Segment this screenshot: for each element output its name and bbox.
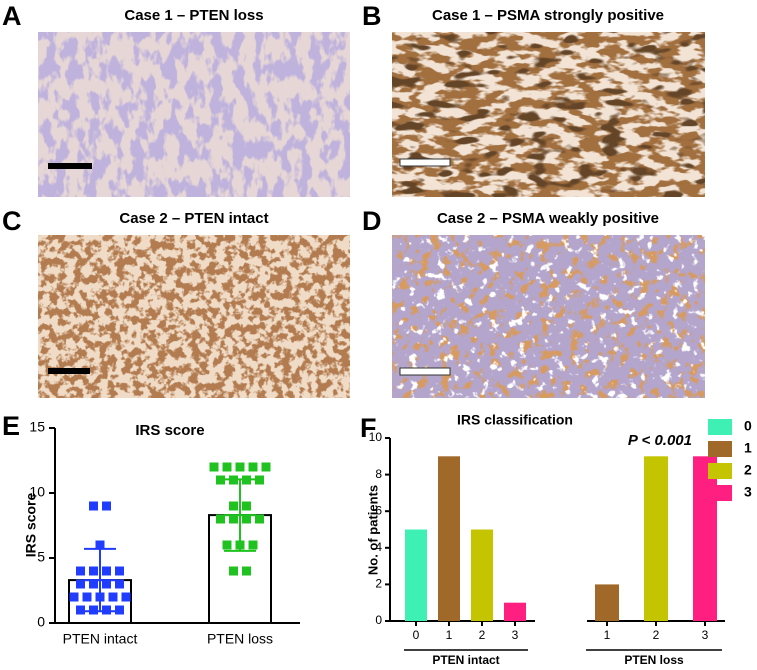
bar <box>504 602 526 621</box>
data-point <box>248 462 258 472</box>
legend-label: 3 <box>744 484 752 500</box>
micrograph-b <box>392 32 705 197</box>
data-point <box>216 514 225 524</box>
data-point <box>108 592 118 602</box>
y-tick-label: 4 <box>375 540 382 554</box>
data-point <box>242 514 251 524</box>
data-point <box>102 566 111 576</box>
annotation: P < 0.001 <box>628 432 692 449</box>
data-point <box>82 592 92 602</box>
legend-swatch <box>708 485 732 501</box>
x-tick-label: 2 <box>479 628 486 642</box>
data-point <box>69 592 79 602</box>
y-tick-label: 15 <box>29 419 45 435</box>
data-point <box>115 579 124 589</box>
legend-swatch <box>708 463 732 479</box>
data-point <box>222 462 232 472</box>
group-label: PTEN intact <box>432 653 499 667</box>
data-point <box>121 592 131 602</box>
data-point <box>209 462 219 472</box>
x-tick-label: 1 <box>446 628 453 642</box>
bar <box>438 456 460 621</box>
panel-label: D <box>362 206 382 236</box>
micrograph-c <box>38 235 350 398</box>
data-point <box>242 475 251 485</box>
y-axis-label: No. of patients <box>365 485 380 575</box>
data-point <box>89 605 98 615</box>
data-point <box>102 501 111 511</box>
y-tick-label: 8 <box>375 467 382 481</box>
chart-title: IRS score <box>135 422 204 439</box>
panel-label: B <box>362 1 382 31</box>
data-point <box>242 501 251 511</box>
panel-title: Case 2 – PTEN intact <box>119 210 268 227</box>
group-label: PTEN loss <box>624 653 684 667</box>
data-point <box>115 566 124 576</box>
bar <box>644 456 668 621</box>
data-point <box>102 579 111 589</box>
legend-label: 0 <box>744 418 752 434</box>
legend-label: 1 <box>744 440 752 456</box>
data-point <box>76 579 85 589</box>
x-tick-label: 2 <box>653 628 660 642</box>
data-point <box>242 566 251 576</box>
micrograph-a <box>38 32 350 197</box>
bar <box>471 529 493 621</box>
legend-swatch <box>708 419 732 435</box>
x-tick-label: 3 <box>512 628 519 642</box>
panel-label: A <box>2 1 22 31</box>
bar <box>595 584 619 621</box>
x-tick-label: PTEN loss <box>207 631 273 647</box>
panel-title: Case 1 – PTEN loss <box>124 7 263 24</box>
y-tick-label: 6 <box>375 503 382 517</box>
data-point <box>248 540 258 550</box>
data-point <box>229 566 238 576</box>
y-tick-label: 0 <box>37 614 45 630</box>
data-point <box>229 475 238 485</box>
x-tick-label: 3 <box>702 628 709 642</box>
data-point <box>255 475 264 485</box>
x-tick-label: 0 <box>413 628 420 642</box>
panel-label: F <box>360 413 377 443</box>
x-tick-label: PTEN intact <box>63 631 138 647</box>
data-point <box>76 566 85 576</box>
data-point <box>76 605 85 615</box>
data-point <box>235 462 245 472</box>
legend-swatch <box>708 441 732 457</box>
legend-label: 2 <box>744 462 752 478</box>
data-point <box>222 540 232 550</box>
panel-label: E <box>2 411 20 441</box>
data-point <box>89 566 98 576</box>
data-point <box>89 579 98 589</box>
data-point <box>229 514 238 524</box>
bar <box>405 529 427 621</box>
panel-title: Case 1 – PSMA strongly positive <box>432 7 664 24</box>
panel-title: Case 2 – PSMA weakly positive <box>437 210 659 227</box>
micrograph-d <box>392 235 705 398</box>
data-point <box>235 540 245 550</box>
panel-label: C <box>2 206 22 236</box>
y-tick-label: 2 <box>375 577 382 591</box>
data-point <box>216 475 225 485</box>
data-point <box>261 462 271 472</box>
data-point <box>95 592 105 602</box>
data-point <box>255 514 264 524</box>
y-tick-label: 10 <box>29 484 45 500</box>
bar <box>693 456 717 621</box>
y-tick-label: 5 <box>37 549 45 565</box>
y-tick-label: 10 <box>369 430 383 444</box>
y-axis-label: IRS score <box>23 492 39 557</box>
data-point <box>115 605 124 615</box>
x-tick-label: 1 <box>604 628 611 642</box>
data-point <box>95 540 105 550</box>
data-point <box>229 501 238 511</box>
data-point <box>89 501 98 511</box>
y-tick-label: 0 <box>375 613 382 627</box>
data-point <box>102 605 111 615</box>
chart-title: IRS classification <box>457 412 573 428</box>
